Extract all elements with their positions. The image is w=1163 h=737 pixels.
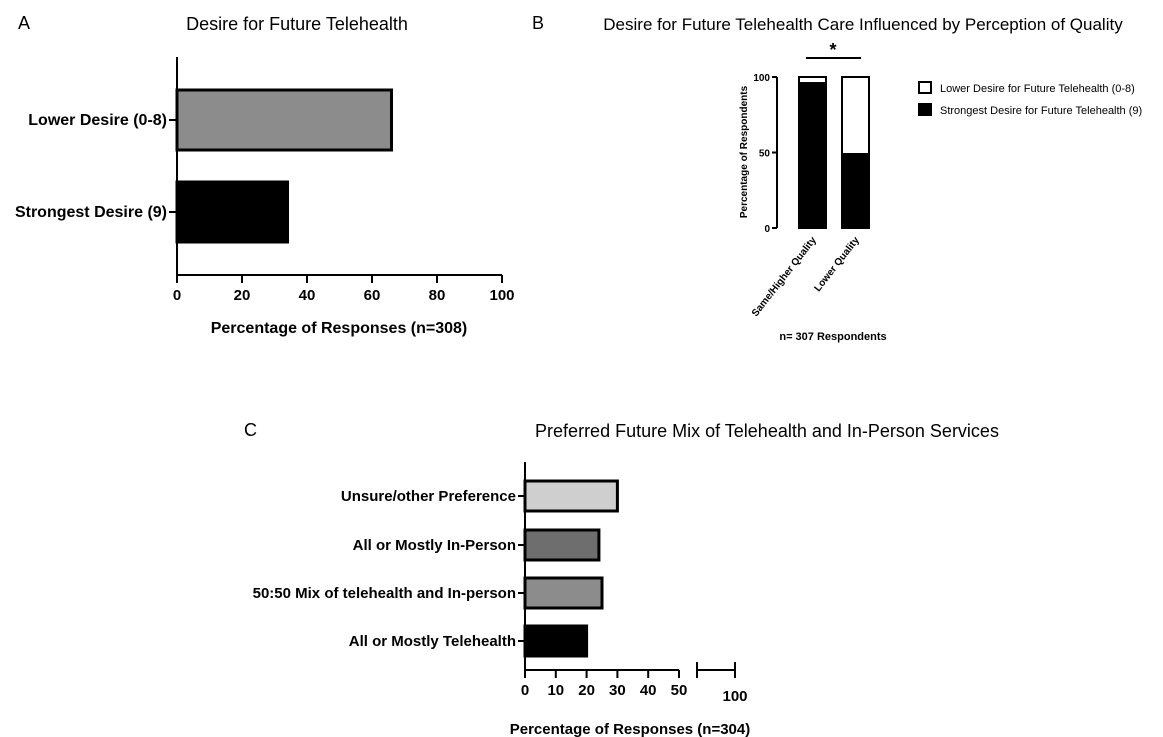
y-tick-label-2: 50:50 Mix of telehealth and In-person: [253, 585, 516, 602]
x-tick-label-0: 0: [521, 682, 529, 699]
x-tick-label-5: 100: [489, 287, 514, 304]
y-tick-label-3: All or Mostly Telehealth: [349, 633, 516, 650]
y-tick-label-1: 50: [759, 149, 771, 160]
legend-swatch-0: [918, 81, 932, 94]
y-tick-label-1: All or Mostly In-Person: [353, 537, 516, 554]
x-tick-label-0: Same/Higher Quality: [750, 235, 819, 319]
x-tick-label-5: 50: [671, 682, 688, 699]
legend-label-0: Lower Desire for Future Telehealth (0-8): [940, 83, 1135, 95]
chart-c-bars: [523, 479, 619, 658]
bar-1: [175, 180, 289, 244]
panel-a-letter: A: [18, 13, 30, 33]
x-tick-label-1: Lower Quality: [812, 235, 862, 294]
chart-b-bars: [798, 76, 870, 230]
chart-b-title: Desire for Future Telehealth Care Influe…: [603, 15, 1123, 34]
y-tick-label-0: 0: [764, 224, 770, 235]
x-tick-label-3: 60: [364, 287, 381, 304]
x-tick-label-3: 30: [609, 682, 626, 699]
chart-a: Desire for Future Telehealth Lower Desir…: [15, 14, 515, 337]
respondents-note: n= 307 Respondents: [779, 331, 886, 343]
x-tick-label-2: 20: [578, 682, 595, 699]
bar-1: [523, 528, 601, 562]
panel-b-letter: B: [532, 13, 544, 33]
y-tick-label-0: Lower Desire (0-8): [28, 112, 167, 129]
bar-1-segment-0: [841, 153, 870, 229]
y-tick-label-1: Strongest Desire (9): [15, 204, 167, 221]
significance-star: *: [829, 40, 836, 60]
bar-0-segment-0: [798, 82, 827, 230]
panel-c-letter: C: [244, 420, 257, 440]
chart-a-x-label: Percentage of Responses (n=308): [211, 320, 468, 337]
significance-marker: *: [806, 40, 861, 60]
legend-swatch-1: [918, 103, 932, 116]
x-tick-label-4: 40: [640, 682, 657, 699]
bar-0: [175, 88, 393, 152]
x-tick-label-1: 10: [547, 682, 564, 699]
y-tick-label-2: 100: [753, 73, 770, 84]
legend-label-1: Strongest Desire for Future Telehealth (…: [940, 105, 1142, 117]
chart-c: Preferred Future Mix of Telehealth and I…: [253, 421, 999, 737]
bar-3: [523, 624, 589, 658]
x-tick-label-4: 80: [429, 287, 446, 304]
chart-c-axes: Unsure/other Preference All or Mostly In-…: [253, 462, 748, 705]
bar-0-segment-1: [798, 76, 827, 85]
chart-a-title: Desire for Future Telehealth: [186, 14, 408, 34]
x-tick-label-2: 40: [299, 287, 316, 304]
chart-b-y-label: Percentage of Respondents: [739, 85, 750, 218]
chart-c-x-label: Percentage of Responses (n=304): [510, 721, 751, 737]
chart-a-axes: Lower Desire (0-8) Strongest Desire (9) 0 2…: [15, 57, 515, 304]
y-tick-label-0: Unsure/other Preference: [341, 488, 516, 505]
chart-a-bars: [175, 88, 393, 244]
chart-b: Desire for Future Telehealth Care Influe…: [603, 15, 1142, 343]
chart-c-title: Preferred Future Mix of Telehealth and I…: [535, 421, 999, 441]
bar-1-segment-1: [841, 76, 870, 156]
x-tick-label-6: 100: [722, 688, 747, 705]
x-tick-label-0: 0: [173, 287, 181, 304]
chart-b-legend: Lower Desire for Future Telehealth (0-8)…: [918, 81, 1142, 117]
x-tick-label-1: 20: [234, 287, 251, 304]
bar-2: [523, 576, 604, 610]
bar-0: [523, 479, 619, 513]
